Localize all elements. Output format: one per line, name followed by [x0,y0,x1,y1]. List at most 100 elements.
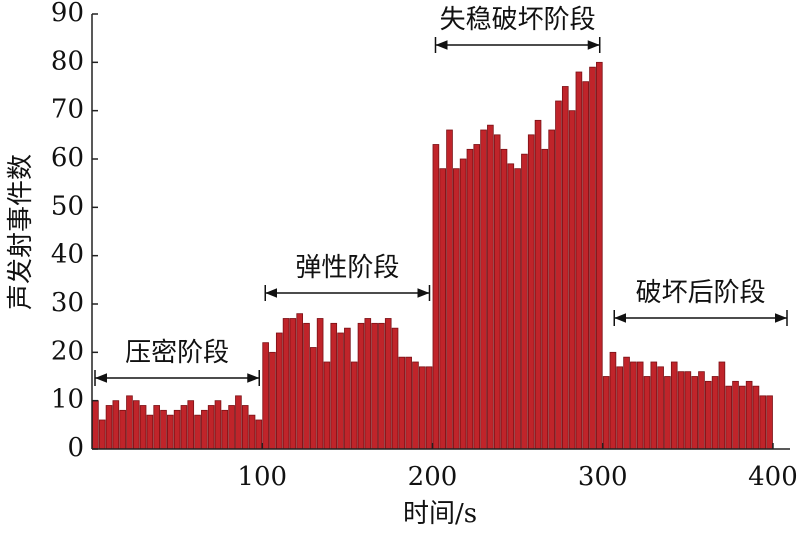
y-tick-label: 80 [51,46,84,76]
annotation-text: 失稳破坏阶段 [440,5,596,35]
bar [173,409,181,450]
y-axis-label: 声发射事件数 [6,154,36,310]
bar [126,395,133,450]
bar [623,356,630,450]
bar [480,129,487,450]
bar [303,322,310,450]
bar [425,366,433,450]
bar [541,148,549,450]
bar [732,380,739,450]
bar [275,332,283,450]
y-tick-label: 40 [51,240,84,270]
bar [677,371,685,450]
bar [146,414,154,450]
x-tick-label: 400 [748,462,798,492]
bar [759,395,767,450]
bar [119,409,126,450]
bar [548,129,555,450]
bar [310,347,317,450]
bar [568,110,576,450]
bar [194,414,201,450]
bar [596,61,603,450]
bar [725,385,733,450]
bar [235,395,242,450]
bar [670,361,678,450]
x-tick-label: 200 [408,462,458,492]
bar [684,371,692,450]
y-tick-label: 0 [67,433,84,463]
bar [643,376,651,450]
bar [752,385,760,450]
bar [698,371,705,450]
bar [493,134,501,450]
x-axis-label: 时间/s [403,499,477,529]
bar [636,361,644,450]
bar [207,405,215,450]
bar [112,400,120,450]
bar [105,405,113,450]
bar [187,400,195,450]
bar [609,351,617,450]
bar [153,405,160,450]
bar [412,361,419,450]
bar [766,395,773,450]
bar [711,376,719,450]
bar [507,163,515,450]
bar [473,144,481,450]
bar [405,356,412,450]
bar [439,168,447,450]
bar [602,376,610,450]
bar [269,351,276,450]
annotation-text: 弹性阶段 [295,253,399,283]
y-tick-label: 30 [51,288,84,318]
bar [330,322,338,450]
y-tick-label: 10 [51,385,84,415]
bar [282,318,290,450]
bar [132,400,140,450]
annotation-text: 压密阶段 [125,338,229,368]
bar [453,168,460,450]
bar [323,361,331,450]
bar [92,400,99,450]
bar [418,366,426,450]
bar [241,405,249,450]
bar [487,124,494,450]
bar [398,356,406,450]
bar [657,366,664,450]
bar [391,327,399,450]
bar [650,361,658,450]
y-tick-label: 50 [51,191,84,221]
bar [575,71,583,450]
y-tick-label: 20 [51,336,84,366]
bar [432,144,440,450]
bar [561,86,569,450]
bar [316,318,324,450]
bar [589,66,596,450]
bar [167,414,174,450]
bar [357,322,365,450]
bar [616,366,624,450]
bar [630,361,637,450]
bar [500,148,508,450]
bar [378,322,385,450]
y-tick-label: 90 [51,0,84,28]
y-tick-label: 60 [51,143,84,173]
bar [555,100,562,450]
y-tick-label: 70 [51,95,84,125]
bar [718,361,726,450]
bar [214,400,222,450]
bar [582,81,590,450]
bar [344,327,351,450]
bar [514,168,521,450]
bar [691,376,698,450]
x-tick-label: 100 [237,462,287,492]
bar [337,332,344,450]
bar [248,414,256,450]
bar [521,153,528,450]
bar [228,405,235,450]
bar [745,380,753,450]
bar [201,409,208,450]
bar [98,419,106,450]
bar [160,409,167,450]
